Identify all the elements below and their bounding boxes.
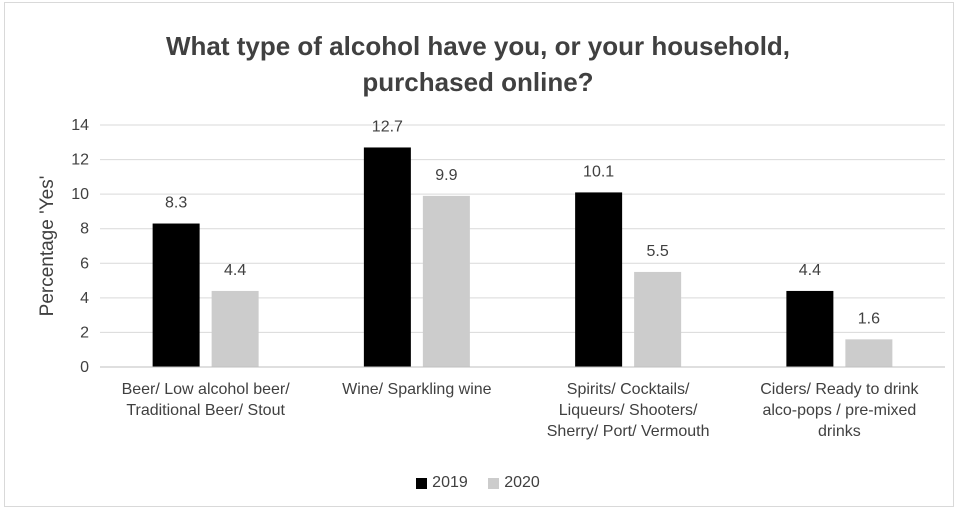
- y-axis-label: Percentage 'Yes': [37, 176, 58, 317]
- y-tick-label-8: 8: [80, 221, 89, 238]
- data-label-2020-0: 4.4: [224, 262, 246, 279]
- y-tick-label-14: 14: [71, 117, 89, 134]
- bar-2020-2: [634, 271, 682, 367]
- x-category-label-3: Ciders/ Ready to drink alco-pops / pre-mi…: [724, 379, 954, 442]
- y-tick-label-4: 4: [80, 290, 89, 307]
- y-tick-label-12: 12: [71, 152, 89, 169]
- data-label-2020-1: 9.9: [435, 167, 457, 184]
- bar-2019-1: [363, 147, 411, 367]
- x-category-label-2-line-0: Spirits/ Cocktails/: [566, 381, 690, 398]
- x-category-label-2: Spirits/ Cocktails/Liqueurs/ Shooters/Sh…: [513, 379, 743, 442]
- chart-title-line-2: purchased online?: [362, 67, 594, 97]
- legend-item-2020: 2020: [488, 474, 540, 492]
- x-category-label-0-line-0: Beer/ Low alcohol beer/: [121, 381, 290, 398]
- x-category-label-2-line-1: Liqueurs/ Shooters/: [558, 402, 698, 419]
- data-label-2020-3: 1.6: [858, 310, 880, 327]
- legend-label-2020: 2020: [504, 474, 540, 491]
- y-tick-label-0: 0: [80, 359, 89, 376]
- data-label-2020-2: 5.5: [647, 243, 669, 260]
- x-category-label-1: Wine/ Sparkling wine: [302, 379, 532, 400]
- y-tick-label-2: 2: [80, 324, 89, 341]
- legend-swatch-2020: [488, 477, 500, 489]
- y-tick-label-6: 6: [80, 255, 89, 272]
- chart-title: What type of alcohol have you, or your h…: [0, 28, 956, 100]
- data-label-2019-0: 8.3: [165, 195, 187, 212]
- data-label-2019-1: 12.7: [372, 118, 403, 135]
- legend: 2019 2020: [0, 474, 956, 494]
- bar-2019-2: [575, 192, 623, 367]
- x-category-label-0-line-1: Traditional Beer/ Stout: [126, 402, 285, 419]
- legend-label-2019: 2019: [432, 474, 468, 491]
- bar-2019-0: [152, 223, 200, 367]
- bar-2020-1: [422, 195, 470, 367]
- x-category-label-3-line-2: drinks: [818, 423, 861, 440]
- data-label-2019-3: 4.4: [799, 262, 821, 279]
- y-tick-label-10: 10: [71, 186, 89, 203]
- chart-title-line-1: What type of alcohol have you, or your h…: [165, 31, 791, 61]
- legend-swatch-2019: [416, 477, 428, 489]
- x-category-label-3-line-0: Ciders/ Ready to drink: [760, 381, 919, 398]
- bar-2020-3: [845, 339, 893, 367]
- data-label-2019-2: 10.1: [583, 163, 614, 180]
- bar-2020-0: [211, 290, 259, 367]
- x-category-label-1-line-0: Wine/ Sparkling wine: [342, 381, 492, 398]
- bar-2019-3: [786, 290, 834, 367]
- legend-item-2019: 2019: [416, 474, 468, 492]
- x-category-label-3-line-1: alco-pops / pre-mixed: [762, 402, 917, 419]
- x-category-label-2-line-2: Sherry/ Port/ Vermouth: [546, 423, 710, 440]
- x-category-label-0: Beer/ Low alcohol beer/Traditional Beer/…: [91, 379, 321, 421]
